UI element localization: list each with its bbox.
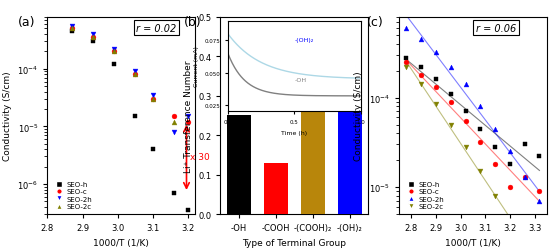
SEO-2h <box>132 71 139 74</box>
Line: SEO-c: SEO-c <box>404 60 542 194</box>
SEO-c <box>432 86 439 89</box>
SEO-h <box>111 64 118 67</box>
SEO-2c <box>462 146 469 149</box>
SEO-h <box>521 143 528 146</box>
X-axis label: Type of Terminal Group: Type of Terminal Group <box>242 238 347 247</box>
SEO-2c <box>477 170 484 173</box>
SEO-h <box>90 41 97 44</box>
X-axis label: 1000/T (1/K): 1000/T (1/K) <box>445 238 501 247</box>
SEO-2c <box>132 74 139 77</box>
SEO-2h <box>492 128 498 131</box>
SEO-2h <box>111 48 118 51</box>
Y-axis label: Conductivity (S/cm): Conductivity (S/cm) <box>354 71 363 161</box>
Line: SEO-2c: SEO-2c <box>404 65 542 252</box>
SEO-2c <box>448 123 454 127</box>
Line: SEO-2c: SEO-2c <box>70 27 176 125</box>
SEO-h <box>448 93 454 96</box>
SEO-2c <box>90 37 97 40</box>
Text: (a): (a) <box>18 16 35 29</box>
SEO-2c <box>492 195 498 198</box>
SEO-2c <box>150 98 156 101</box>
Line: SEO-c: SEO-c <box>70 27 191 125</box>
SEO-c <box>448 101 454 104</box>
SEO-2h <box>521 176 528 179</box>
SEO-2c <box>432 103 439 106</box>
Bar <box>338 29 362 214</box>
SEO-c <box>111 51 118 54</box>
SEO-2h <box>171 131 177 134</box>
SEO-c <box>171 115 177 118</box>
SEO-2h <box>448 66 454 69</box>
SEO-c <box>90 37 97 40</box>
Line: SEO-2h: SEO-2h <box>404 26 542 204</box>
SEO-h <box>150 148 156 151</box>
SEO-2h <box>432 52 439 55</box>
SEO-2c <box>69 28 75 31</box>
SEO-c <box>418 74 425 77</box>
Text: r = 0.06: r = 0.06 <box>476 23 516 34</box>
SEO-c <box>132 74 139 77</box>
SEO-c <box>462 120 469 123</box>
SEO-2h <box>185 115 191 118</box>
Line: SEO-h: SEO-h <box>70 29 191 213</box>
SEO-2c <box>418 84 425 87</box>
SEO-c <box>492 163 498 166</box>
SEO-2c <box>507 221 513 224</box>
SEO-c <box>477 141 484 144</box>
SEO-2h <box>418 38 425 41</box>
SEO-h <box>403 57 410 60</box>
SEO-h <box>132 115 139 118</box>
Text: (b): (b) <box>184 16 201 29</box>
SEO-h <box>171 192 177 195</box>
Bar <box>264 163 288 214</box>
SEO-h <box>432 78 439 81</box>
SEO-2c <box>521 240 528 243</box>
SEO-2h <box>536 200 543 203</box>
SEO-2h <box>90 34 97 37</box>
Bar <box>227 116 251 214</box>
SEO-h <box>492 146 498 149</box>
SEO-h <box>477 128 484 131</box>
SEO-c <box>403 61 410 64</box>
Line: SEO-h: SEO-h <box>404 56 542 167</box>
SEO-c <box>521 176 528 179</box>
Text: r = 0.02: r = 0.02 <box>136 23 176 34</box>
SEO-h <box>418 66 425 69</box>
SEO-2h <box>403 27 410 30</box>
Text: x 30: x 30 <box>190 152 210 161</box>
Legend: SEO-h, SEO-c, SEO-2h, SEO-2c: SEO-h, SEO-c, SEO-2h, SEO-2c <box>402 180 445 211</box>
Legend: SEO-h, SEO-c, SEO-2h, SEO-2c: SEO-h, SEO-c, SEO-2h, SEO-2c <box>51 180 94 211</box>
SEO-2c <box>111 51 118 54</box>
SEO-h <box>185 209 191 212</box>
X-axis label: 1000/T (1/K): 1000/T (1/K) <box>93 238 150 247</box>
Line: SEO-2h: SEO-2h <box>70 24 191 135</box>
SEO-h <box>69 30 75 34</box>
Text: (c): (c) <box>367 16 383 29</box>
SEO-2h <box>462 84 469 87</box>
SEO-2h <box>477 105 484 108</box>
Y-axis label: Conductivity (S/cm): Conductivity (S/cm) <box>3 71 12 161</box>
SEO-c <box>150 98 156 101</box>
SEO-c <box>507 186 513 189</box>
SEO-c <box>185 121 191 124</box>
SEO-h <box>462 110 469 113</box>
SEO-2h <box>507 150 513 153</box>
SEO-c <box>69 28 75 31</box>
SEO-c <box>536 190 543 193</box>
SEO-h <box>536 155 543 158</box>
SEO-2c <box>403 66 410 69</box>
Y-axis label: Li⁺ Transference Number: Li⁺ Transference Number <box>184 60 193 172</box>
SEO-2h <box>150 94 156 97</box>
SEO-2c <box>171 121 177 124</box>
Bar <box>301 112 325 214</box>
SEO-2h <box>69 25 75 28</box>
SEO-h <box>507 163 513 166</box>
